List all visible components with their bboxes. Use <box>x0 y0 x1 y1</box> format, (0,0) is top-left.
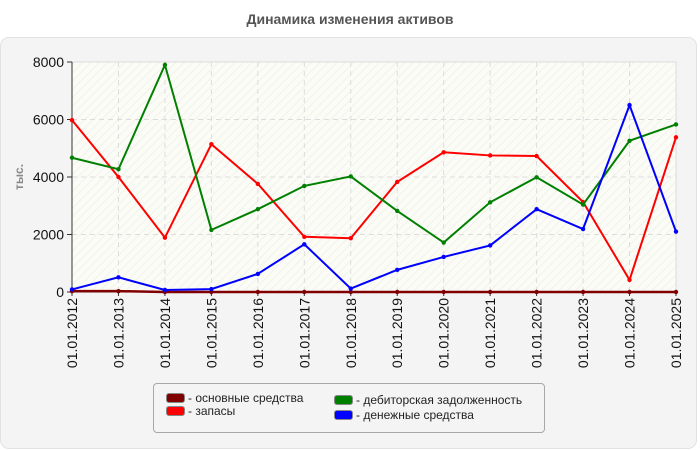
y-tick-label: 6000 <box>33 112 64 128</box>
data-point <box>69 117 75 123</box>
series-line <box>69 102 679 293</box>
data-point <box>395 267 400 273</box>
data-point <box>348 289 353 295</box>
x-tick-label: 01.01.2018 <box>343 298 359 368</box>
data-point <box>673 229 679 234</box>
data-point <box>209 142 214 147</box>
data-point <box>487 289 493 295</box>
gridlines <box>72 62 676 292</box>
data-point <box>162 62 168 68</box>
data-point <box>255 207 261 212</box>
x-tick-label: 01.01.2020 <box>436 298 452 368</box>
data-point <box>348 174 353 179</box>
data-point <box>627 138 632 143</box>
data-point <box>673 122 679 127</box>
x-tick-label: 01.01.2022 <box>529 298 545 368</box>
y-axis-label: тыс. <box>12 164 26 190</box>
data-point <box>302 183 307 189</box>
data-point <box>534 207 539 212</box>
y-tick-label: 4000 <box>33 169 64 185</box>
y-tick-label: 0 <box>56 284 64 300</box>
x-tick-label: 01.01.2024 <box>622 298 638 368</box>
data-point <box>487 200 493 205</box>
data-point <box>441 150 446 155</box>
legend-label: - дебиторская задолженность <box>356 393 523 407</box>
legend-swatch-icon <box>166 393 185 403</box>
data-point <box>302 242 307 247</box>
x-tick-label: 01.01.2023 <box>575 298 591 368</box>
data-point <box>302 234 307 239</box>
data-point <box>162 287 168 293</box>
data-point <box>348 236 353 241</box>
data-point <box>348 286 353 291</box>
legend-label: - основные средства <box>188 391 304 405</box>
data-point <box>441 289 446 295</box>
y-tick-label: 8000 <box>33 54 64 70</box>
line-chart: 0 2000 4000 6000 8000 01.01.2012 01.01.2013 01.… <box>12 54 684 368</box>
x-tick-label: 01.01.2014 <box>157 298 173 368</box>
legend: - основные средства - запасы - дебиторск… <box>153 383 545 433</box>
legend-swatch-icon <box>334 395 353 405</box>
data-point <box>487 243 493 248</box>
data-series <box>69 61 679 295</box>
data-point <box>673 135 679 140</box>
data-point <box>580 202 586 207</box>
data-point <box>69 287 75 292</box>
x-tick-label: 01.01.2017 <box>296 298 312 368</box>
data-point <box>162 235 168 240</box>
data-point <box>673 289 679 295</box>
data-point <box>534 175 539 180</box>
legend-swatch-icon <box>334 410 353 420</box>
data-point <box>209 227 214 233</box>
data-point <box>302 289 307 295</box>
data-point <box>116 174 121 180</box>
legend-item-cash: - денежные средства <box>334 408 474 422</box>
data-point <box>534 153 539 159</box>
series-line <box>69 61 679 245</box>
data-point <box>255 271 261 277</box>
legend-swatch-icon <box>166 406 185 416</box>
legend-item-inventory: - запасы <box>166 404 235 418</box>
y-tick-label: 2000 <box>33 227 64 243</box>
series-line <box>69 117 679 283</box>
data-point <box>395 179 400 185</box>
data-point <box>580 289 586 295</box>
data-point <box>441 240 446 245</box>
x-tick-label: 01.01.2025 <box>668 298 684 368</box>
data-point <box>255 181 261 187</box>
x-tick-label: 01.01.2012 <box>64 298 80 368</box>
x-tick-label: 01.01.2021 <box>482 298 498 368</box>
x-tick-label: 01.01.2015 <box>203 298 219 368</box>
data-point <box>627 277 632 283</box>
data-point <box>627 289 632 295</box>
data-point <box>69 155 75 160</box>
data-point <box>580 226 586 232</box>
data-point <box>627 102 632 108</box>
legend-item-receivables: - дебиторская задолженность <box>334 393 522 407</box>
data-point <box>116 288 121 294</box>
data-point <box>395 289 400 295</box>
data-point <box>534 289 539 295</box>
chart-title: Динамика изменения активов <box>246 11 454 27</box>
legend-label: - денежные средства <box>356 408 474 422</box>
legend-label: - запасы <box>188 404 236 418</box>
x-tick-label: 01.01.2016 <box>250 298 266 368</box>
data-point <box>116 275 121 280</box>
data-point <box>487 153 493 158</box>
data-point <box>395 208 400 214</box>
x-tick-label: 01.01.2019 <box>389 298 405 368</box>
legend-item-fixed-assets: - основные средства <box>166 391 303 405</box>
data-point <box>255 289 261 295</box>
data-point <box>209 286 214 292</box>
x-tick-label: 01.01.2013 <box>110 298 126 368</box>
data-point <box>116 167 121 172</box>
data-point <box>441 254 446 260</box>
